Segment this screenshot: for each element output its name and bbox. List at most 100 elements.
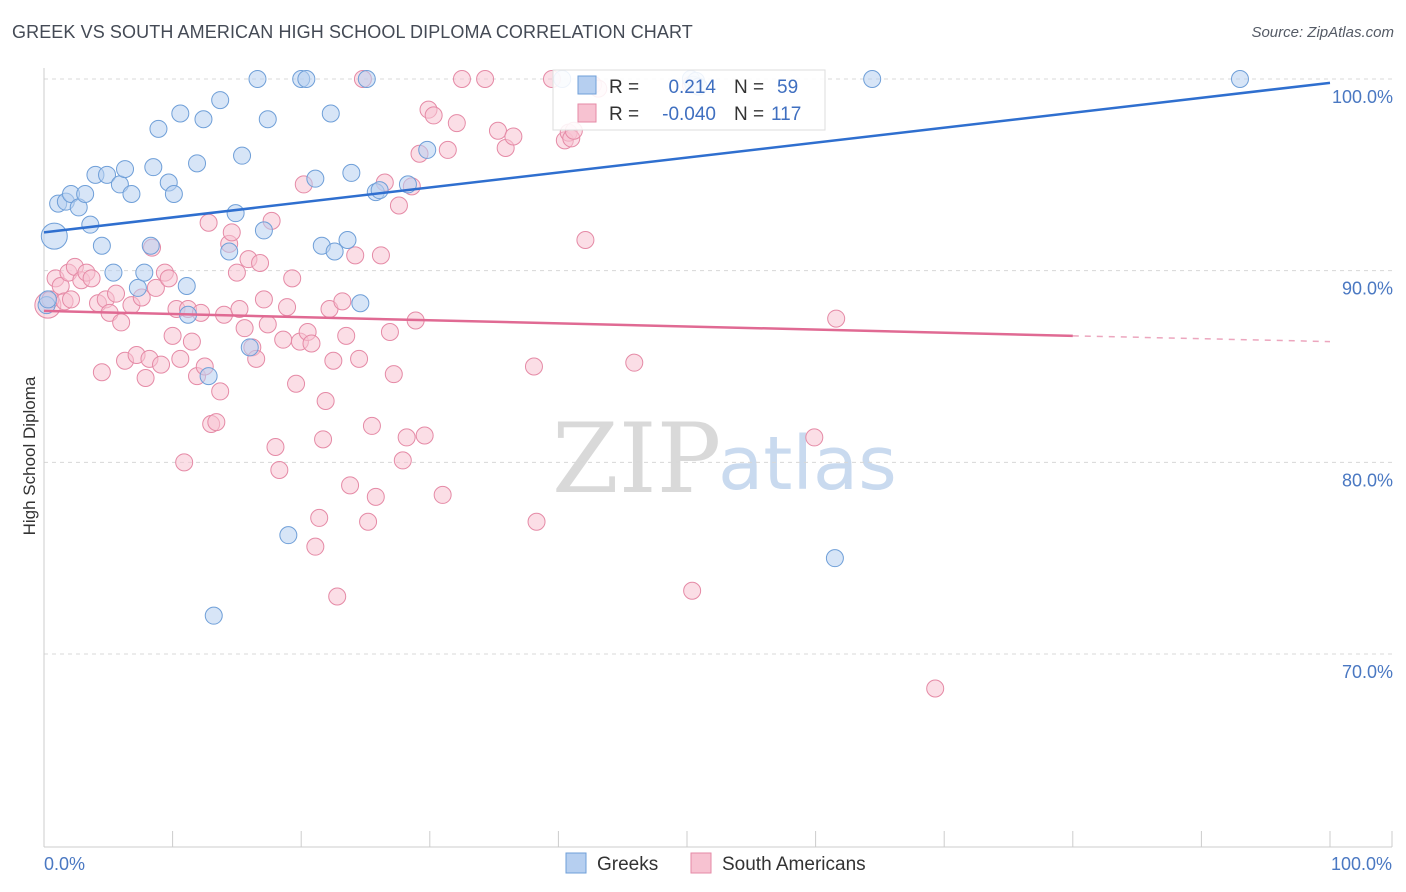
south-americans-point: [112, 313, 131, 332]
south-americans-point: [283, 269, 302, 288]
y-tick-label: 90.0%: [1342, 279, 1393, 299]
axes: [43, 68, 1392, 848]
south-americans-point: [287, 374, 306, 393]
greeks-point: [226, 204, 245, 223]
south-americans-point: [258, 315, 277, 334]
south-americans-point: [235, 319, 254, 338]
legend-n-label-south-americans: N =: [734, 104, 764, 125]
greeks-point: [149, 119, 168, 138]
greeks-point: [211, 91, 230, 110]
greeks-point: [338, 231, 357, 249]
south-americans-point: [324, 351, 343, 370]
south-americans-point: [274, 330, 293, 349]
series-south-americans: [34, 70, 945, 698]
south-americans-point: [302, 334, 321, 353]
south-americans-point: [433, 485, 452, 504]
legend-n-label-greeks: N =: [734, 77, 764, 98]
south-americans-point: [452, 70, 471, 88]
greeks-point: [164, 185, 183, 203]
greeks-point: [325, 242, 344, 261]
legend: R = 0.214 N = 59 R = -0.040 N = 117: [552, 69, 826, 131]
greeks-point: [40, 222, 68, 250]
south-americans-point: [314, 430, 333, 449]
south-americans-point: [254, 290, 273, 309]
legend-n-value-south-americans: 117: [771, 104, 801, 125]
south-americans-point: [683, 581, 702, 600]
legend-r-value-south-americans: -0.040: [662, 104, 716, 125]
greeks-point: [141, 236, 160, 255]
y-tick-label: 100.0%: [1332, 87, 1393, 107]
greeks-point: [188, 154, 207, 173]
south-americans-point: [207, 413, 226, 432]
south-americans-point: [82, 269, 101, 288]
south-americans-point: [175, 453, 194, 472]
legend-box: [552, 69, 826, 131]
south-americans-point: [227, 263, 246, 282]
south-americans-point: [827, 309, 846, 328]
south-americans-point: [926, 679, 945, 698]
south-americans-point: [62, 290, 81, 309]
greeks-point: [135, 263, 154, 282]
bottom-legend-label-greeks: Greeks: [597, 854, 658, 875]
south-americans-point: [350, 349, 369, 368]
series-greeks: [37, 70, 1249, 625]
south-americans-point: [146, 278, 165, 297]
greeks-point: [199, 367, 218, 386]
south-americans-point: [199, 213, 218, 232]
south-americans-point: [316, 392, 335, 410]
watermark-zip: ZIP: [552, 403, 721, 515]
greeks-point: [254, 221, 273, 240]
south-americans-point: [270, 461, 289, 479]
greeks-point: [342, 163, 361, 182]
south-americans-point: [251, 254, 270, 272]
greeks-point: [38, 290, 57, 309]
watermark: ZIP atlas: [552, 403, 897, 515]
greeks-point: [1230, 70, 1249, 88]
south-americans-point: [328, 587, 347, 606]
south-americans-point: [171, 349, 190, 368]
south-americans-point: [92, 363, 111, 382]
greeks-point: [279, 526, 298, 545]
greeks-trend-line: [43, 81, 1331, 234]
south-americans-point: [333, 292, 352, 311]
greeks-point: [418, 140, 437, 159]
greeks-point: [248, 70, 267, 88]
greeks-point: [177, 277, 196, 295]
bottom-legend-swatch-greeks: [565, 852, 587, 874]
greeks-point: [258, 110, 277, 129]
legend-r-label-south-americans: R =: [609, 104, 639, 125]
south-americans-point: [625, 353, 644, 372]
legend-n-value-greeks: 59: [777, 77, 798, 98]
south-americans-point: [576, 231, 595, 249]
south-americans-point: [337, 326, 356, 345]
chart-source: Source: ZipAtlas.com: [1251, 24, 1394, 41]
south-americans-point: [389, 196, 408, 215]
greeks-point: [357, 70, 376, 88]
south-americans-point: [397, 428, 416, 447]
south-americans-point: [488, 121, 507, 140]
bottom-legend: Greeks South Americans: [565, 852, 866, 875]
south-americans-point: [447, 114, 466, 133]
south-americans-point: [384, 365, 403, 384]
greeks-point: [240, 338, 259, 357]
south-americans-point: [278, 298, 297, 317]
y-tick-label: 70.0%: [1342, 662, 1393, 682]
y-tick-label: 80.0%: [1342, 470, 1393, 490]
south-americans-point: [107, 284, 126, 303]
bottom-legend-swatch-south-americans: [690, 852, 712, 874]
gridlines: [44, 78, 1392, 655]
south-americans-point: [371, 246, 390, 265]
greeks-point: [370, 181, 389, 200]
greeks-point: [306, 169, 325, 188]
south-americans-point: [266, 438, 285, 456]
south-americans-point: [524, 357, 543, 376]
south-americans-trend-line: [43, 309, 1073, 338]
greeks-point: [194, 110, 213, 129]
greeks-point: [863, 70, 882, 88]
x-ticks: [43, 831, 1393, 847]
south-americans-point: [341, 476, 360, 495]
greeks-point: [297, 70, 316, 88]
south-americans-point: [346, 246, 365, 265]
greeks-point: [81, 215, 100, 234]
south-americans-point: [159, 269, 178, 288]
